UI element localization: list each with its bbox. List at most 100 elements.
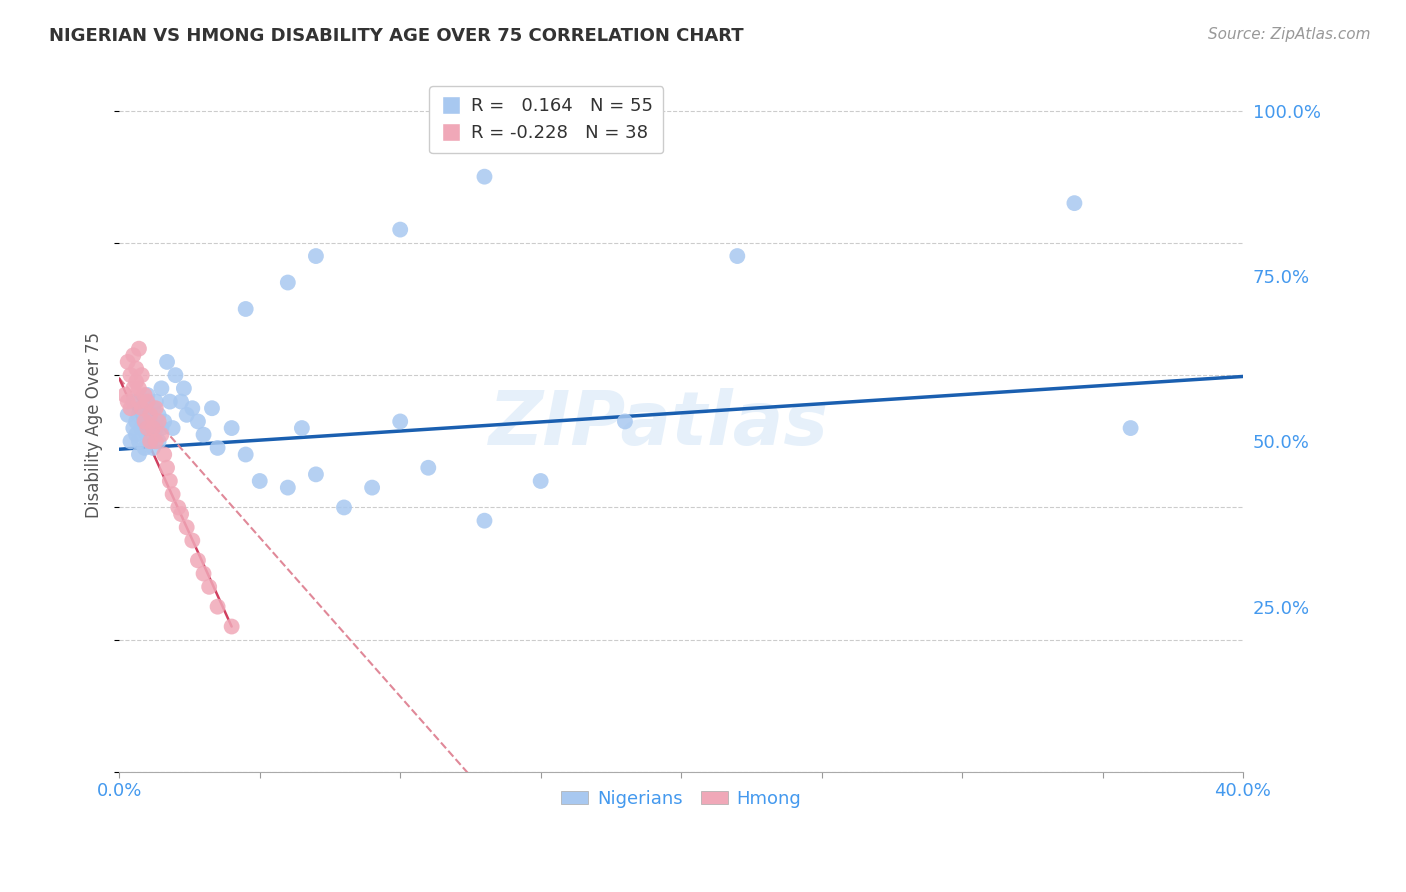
Point [125,361,148,376]
Point [128,342,150,356]
Point [148,434,170,449]
Point [176,408,198,422]
Point [207,599,229,614]
Point [145,421,167,435]
Point [131,401,153,416]
Point [613,414,636,428]
Point [153,414,176,428]
Point [193,566,215,581]
Point [418,460,440,475]
Point [139,408,162,422]
Point [128,394,150,409]
Text: Source: ZipAtlas.com: Source: ZipAtlas.com [1208,27,1371,42]
Point [142,441,165,455]
Point [136,388,159,402]
Point [530,474,553,488]
Point [156,355,179,369]
Point [117,394,139,409]
Point [1119,421,1142,435]
Point [150,427,173,442]
Point [120,368,142,383]
Point [187,414,209,428]
Point [187,553,209,567]
Point [176,520,198,534]
Point [142,421,165,435]
Point [136,394,159,409]
Point [150,381,173,395]
Point [474,514,496,528]
Point [389,414,412,428]
Point [235,448,257,462]
Point [125,427,148,442]
Point [159,474,181,488]
Point [122,381,145,395]
Point [235,301,257,316]
Point [145,394,167,409]
Point [120,401,142,416]
Point [221,619,243,633]
Point [150,421,173,435]
Point [128,381,150,395]
Point [361,481,384,495]
Point [221,421,243,435]
Point [117,408,139,422]
Point [139,414,162,428]
Point [277,481,299,495]
Point [125,375,148,389]
Point [389,222,412,236]
Y-axis label: Disability Age Over 75: Disability Age Over 75 [86,332,103,517]
Point [474,169,496,184]
Point [122,421,145,435]
Point [114,388,136,402]
Point [167,500,190,515]
Point [134,414,156,428]
Point [156,460,179,475]
Point [136,408,159,422]
Point [291,421,314,435]
Point [128,408,150,422]
Point [181,401,204,416]
Legend: Nigerians, Hmong: Nigerians, Hmong [554,782,808,815]
Point [117,355,139,369]
Point [198,580,221,594]
Point [128,434,150,449]
Point [136,427,159,442]
Point [139,434,162,449]
Point [201,401,224,416]
Text: ZIPatlas: ZIPatlas [489,388,828,461]
Point [134,441,156,455]
Point [1063,196,1085,211]
Point [170,394,193,409]
Point [145,401,167,416]
Point [134,414,156,428]
Point [165,368,187,383]
Point [159,394,181,409]
Text: NIGERIAN VS HMONG DISABILITY AGE OVER 75 CORRELATION CHART: NIGERIAN VS HMONG DISABILITY AGE OVER 75… [49,27,744,45]
Point [120,434,142,449]
Point [131,421,153,435]
Point [277,276,299,290]
Point [148,408,170,422]
Point [162,421,184,435]
Point [305,249,328,263]
Point [131,401,153,416]
Point [136,421,159,435]
Point [181,533,204,548]
Point [305,467,328,482]
Point [139,434,162,449]
Point [122,394,145,409]
Point [207,441,229,455]
Point [249,474,271,488]
Point [142,401,165,416]
Point [131,368,153,383]
Point [725,249,748,263]
Point [153,448,176,462]
Point [145,434,167,449]
Point [134,388,156,402]
Point [333,500,356,515]
Point [128,448,150,462]
Point [148,414,170,428]
Point [122,348,145,362]
Point [125,414,148,428]
Point [193,427,215,442]
